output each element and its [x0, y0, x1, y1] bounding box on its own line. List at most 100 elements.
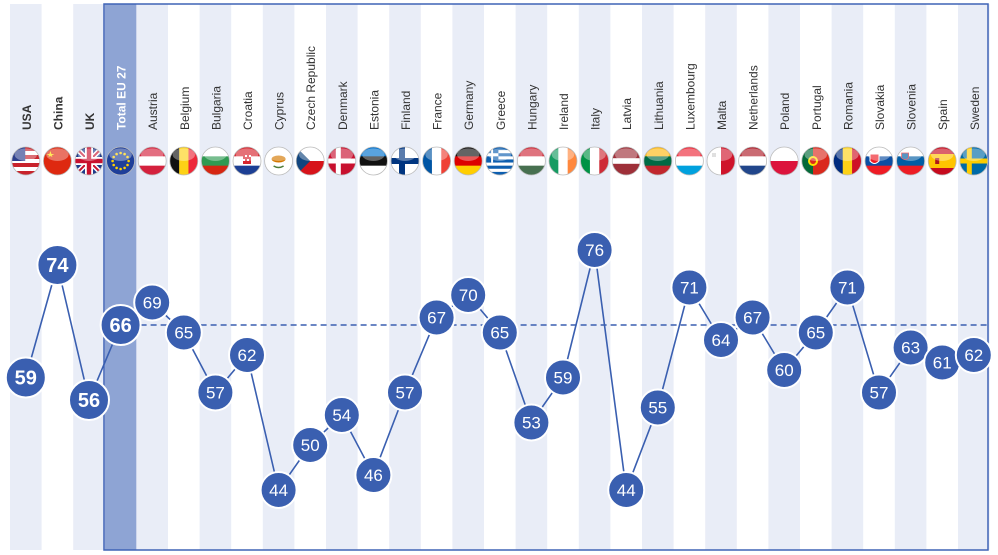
data-point: 71	[828, 268, 867, 307]
category-label: Estonia	[367, 90, 381, 130]
data-label: 71	[680, 279, 699, 298]
category-label: Sweden	[968, 87, 982, 130]
data-label: 55	[648, 399, 667, 418]
us-flag-icon	[11, 146, 41, 176]
category-label: Cyprus	[273, 92, 287, 130]
category-label: Denmark	[336, 80, 350, 130]
data-label: 53	[522, 414, 541, 433]
lithuania-flag-icon	[643, 146, 673, 176]
slovakia-flag-icon	[864, 146, 894, 176]
cyprus-flag-icon	[264, 146, 294, 176]
croatia-flag-icon	[232, 146, 262, 176]
greece-flag-icon	[485, 146, 515, 176]
data-point: 67	[417, 298, 456, 337]
category-label: France	[431, 92, 445, 130]
denmark-flag-icon	[327, 146, 357, 176]
column-stripe	[768, 4, 800, 550]
category-label: USA	[20, 104, 34, 130]
bulgaria-flag-icon	[200, 146, 230, 176]
column-stripe	[262, 4, 295, 550]
data-point: 63	[891, 328, 930, 367]
category-label: Slovenia	[905, 84, 919, 130]
uk-flag-icon	[74, 146, 104, 176]
data-point: 46	[354, 456, 393, 494]
data-label: 44	[269, 481, 288, 500]
data-label: 64	[712, 331, 731, 350]
data-label: 57	[396, 384, 415, 403]
china-flag-icon	[43, 146, 72, 176]
data-point: 44	[259, 471, 298, 509]
category-label: Finland	[399, 91, 413, 130]
category-label: Netherlands	[747, 65, 761, 130]
data-label: 70	[459, 286, 478, 305]
chart-frame	[103, 3, 989, 551]
data-point: 57	[860, 373, 898, 412]
category-label: China	[51, 96, 65, 130]
data-point: 57	[196, 373, 235, 412]
data-point: 66	[99, 304, 142, 346]
hungary-flag-icon	[517, 146, 546, 176]
portugal-flag-icon	[801, 146, 831, 176]
data-point: 55	[638, 388, 677, 427]
column-stripe	[199, 4, 232, 550]
data-label: 65	[806, 324, 825, 343]
data-label: 69	[143, 294, 162, 313]
data-label: 66	[109, 315, 131, 337]
column-stripe	[73, 4, 105, 550]
data-label: 63	[901, 339, 920, 358]
data-point: 60	[765, 351, 804, 389]
data-point: 74	[36, 244, 79, 286]
column-stripe	[326, 4, 358, 550]
column-stripe	[136, 4, 168, 550]
category-label: Austria	[146, 92, 160, 130]
column-stripe	[894, 4, 927, 550]
austria-flag-icon	[137, 146, 167, 176]
data-label: 57	[206, 384, 225, 403]
ireland-flag-icon	[548, 146, 578, 176]
column-stripe	[10, 4, 42, 550]
czech-republic-flag-icon	[295, 146, 325, 176]
category-label: Slovakia	[873, 84, 887, 130]
category-label: Total EU 27	[115, 65, 129, 130]
category-label: Germany	[462, 81, 476, 130]
category-label: Italy	[589, 108, 603, 130]
estonia-flag-icon	[358, 146, 388, 176]
netherlands-flag-icon	[738, 146, 767, 176]
category-label: Lithuania	[652, 81, 666, 130]
data-point: 61	[923, 343, 962, 382]
data-point: 65	[480, 313, 519, 352]
category-label: Greece	[494, 90, 508, 130]
category-label: Malta	[715, 100, 729, 130]
category-label: Croatia	[241, 91, 255, 130]
data-label: 50	[301, 436, 320, 455]
data-label: 57	[870, 384, 889, 403]
column-stripe	[515, 4, 548, 550]
category-label: Poland	[778, 93, 792, 130]
france-flag-icon	[422, 146, 452, 176]
data-point: 67	[733, 298, 772, 337]
data-point: 76	[575, 231, 614, 269]
category-labels: USA China UK Total EU 27 Austria Belgium Bulga…	[20, 46, 982, 130]
category-label: Latvia	[620, 98, 634, 130]
category-label: Portugal	[810, 85, 824, 130]
data-label: 62	[238, 346, 257, 365]
data-label: 65	[490, 324, 509, 343]
data-label: 54	[332, 406, 351, 425]
latvia-flag-icon	[611, 146, 641, 176]
category-label: Bulgaria	[209, 86, 223, 130]
category-label: Luxembourg	[683, 63, 697, 130]
data-label: 62	[964, 346, 983, 365]
data-point: 59	[4, 356, 47, 399]
data-point: 62	[228, 336, 266, 374]
data-label: 67	[427, 309, 446, 328]
slovenia-flag-icon	[896, 146, 925, 176]
data-label: 67	[743, 309, 762, 328]
data-label: 65	[174, 324, 193, 343]
category-label: Belgium	[178, 87, 192, 130]
category-label: Hungary	[525, 85, 539, 130]
data-point: 62	[954, 336, 993, 374]
data-point: 69	[133, 283, 172, 322]
germany-flag-icon	[453, 146, 483, 176]
data-point: 65	[796, 313, 835, 352]
